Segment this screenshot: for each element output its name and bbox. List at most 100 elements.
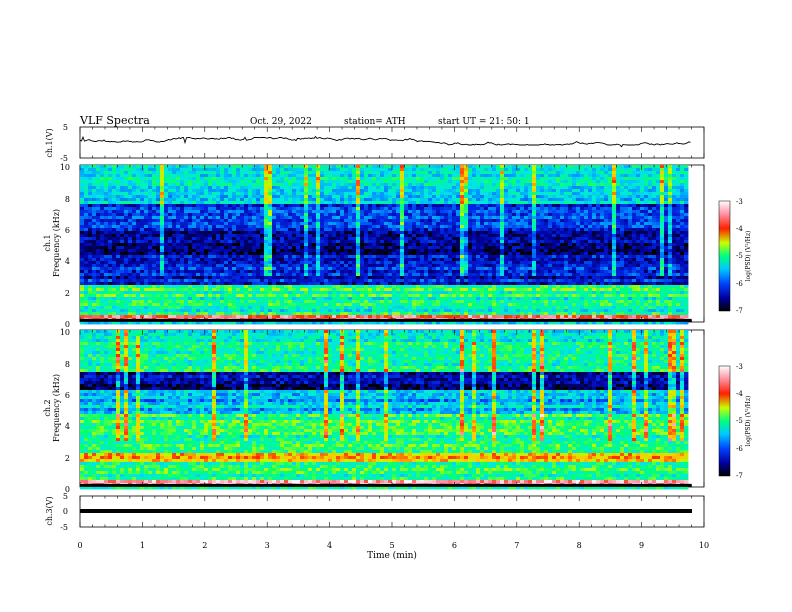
spectrogram-cell (340, 246, 344, 249)
spectrogram-cell (240, 186, 244, 189)
spectrogram-cell (484, 252, 488, 255)
spectrogram-cell (324, 243, 328, 246)
spectrogram-cell (84, 198, 88, 201)
spectrogram-cell (596, 168, 600, 171)
spectrogram-cell (504, 207, 508, 210)
spectrogram-cell (484, 177, 488, 180)
spectrogram-cell (372, 228, 376, 231)
spectrogram-cell (568, 207, 572, 210)
spectrogram-cell (648, 258, 652, 261)
spectrogram-cell (612, 228, 616, 231)
spectrogram-cell (488, 243, 492, 246)
spectrogram-cell (188, 237, 192, 240)
spectrogram-cell (596, 180, 600, 183)
spectrogram-cell (128, 246, 132, 249)
spectrogram-cell (556, 210, 560, 213)
spectrogram-cell (248, 222, 252, 225)
spectrogram-cell (188, 171, 192, 174)
spectrogram-cell (592, 237, 596, 240)
spectrogram-cell (172, 183, 176, 186)
spectrogram-cell (104, 243, 108, 246)
spectrogram-cell (476, 237, 480, 240)
spectrogram-cell (248, 225, 252, 228)
spectrogram-cell (260, 240, 264, 243)
spectrogram-cell (324, 246, 328, 249)
spectrogram-cell (628, 174, 632, 177)
spectrogram-cell (616, 210, 620, 213)
spectrogram-cell (292, 201, 296, 204)
spectrogram-cell (184, 174, 188, 177)
spectrogram-cell (196, 225, 200, 228)
spectrogram-cell (640, 228, 644, 231)
spectrogram-cell (516, 216, 520, 219)
spectrogram-cell (608, 177, 612, 180)
spectrogram-cell (112, 195, 116, 198)
spectrogram-cell (452, 195, 456, 198)
spectrogram-cell (520, 228, 524, 231)
spectrogram-cell (268, 174, 272, 177)
spectrogram-cell (684, 207, 688, 210)
spectrogram-cell (100, 219, 104, 222)
spectrogram-cell (604, 195, 608, 198)
spectrogram-cell (136, 225, 140, 228)
spectrogram-cell (400, 207, 404, 210)
spectrogram-cell (148, 255, 152, 258)
spectrogram-cell (592, 243, 596, 246)
spectrogram-cell (160, 216, 164, 219)
spectrogram-cell (636, 222, 640, 225)
spectrogram-cell (612, 177, 616, 180)
spectrogram-cell (632, 216, 636, 219)
spectrogram-cell (592, 186, 596, 189)
spectrogram-cell (108, 231, 112, 234)
spectrogram-cell (464, 210, 468, 213)
spectrogram-cell (152, 216, 156, 219)
spectrogram-cell (316, 237, 320, 240)
spectrogram-cell (252, 165, 256, 168)
spectrogram-cell (304, 186, 308, 189)
spectrogram-cell (116, 228, 120, 231)
spectrogram-cell (536, 174, 540, 177)
spectrogram-cell (244, 186, 248, 189)
spectrogram-cell (252, 216, 256, 219)
spectrogram-cell (620, 174, 624, 177)
spectrogram-cell (332, 177, 336, 180)
spectrogram-cell (480, 255, 484, 258)
spectrogram-cell (120, 186, 124, 189)
spectrogram-cell (420, 195, 424, 198)
spectrogram-cell (240, 249, 244, 252)
spectrogram-cell (316, 240, 320, 243)
spectrogram-cell (252, 225, 256, 228)
spectrogram-cell (476, 222, 480, 225)
spectrogram-cell (232, 189, 236, 192)
spectrogram-cell (460, 237, 464, 240)
spectrogram-cell (416, 195, 420, 198)
spectrogram-cell (644, 243, 648, 246)
spectrogram-cell (620, 255, 624, 258)
spectrogram-cell (532, 255, 536, 258)
spectrogram-cell (336, 192, 340, 195)
spectrogram-cell (152, 219, 156, 222)
spectrogram-cell (480, 177, 484, 180)
spectrogram-cell (160, 252, 164, 255)
spectrogram-cell (308, 246, 312, 249)
spectrogram-cell (504, 246, 508, 249)
spectrogram-cell (460, 255, 464, 258)
spectrogram-cell (220, 189, 224, 192)
spectrogram-cell (348, 174, 352, 177)
spectrogram-cell (344, 195, 348, 198)
spectrogram-cell (532, 207, 536, 210)
spectrogram-cell (572, 234, 576, 237)
spectrogram-cell (444, 243, 448, 246)
figure-title: VLF Spectra (79, 114, 150, 127)
spectrogram-cell (132, 177, 136, 180)
spectrogram-cell (104, 189, 108, 192)
spectrogram-cell (148, 240, 152, 243)
spectrogram-cell (268, 216, 272, 219)
spectrogram-cell (312, 198, 316, 201)
spectrogram-cell (548, 192, 552, 195)
spectrogram-cell (236, 180, 240, 183)
spectrogram-cell (564, 189, 568, 192)
spectrogram-cell (624, 219, 628, 222)
spectrogram-cell (200, 183, 204, 186)
spectrogram-cell (612, 243, 616, 246)
